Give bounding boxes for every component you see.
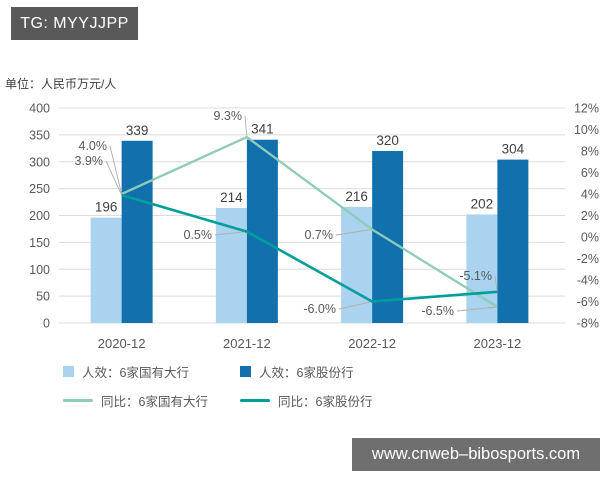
left-axis-tick-label: 0 xyxy=(43,317,50,331)
right-axis-tick-label: -2% xyxy=(577,252,599,266)
percent-label: -6.5% xyxy=(421,304,454,318)
legend-label-bar-joint-stock: 人效：6家股份行 xyxy=(259,365,354,380)
left-axis-tick-label: 200 xyxy=(29,209,50,223)
bar xyxy=(497,159,529,323)
left-axis-ticks: 400 350 300 250 200 150 100 50 0 xyxy=(29,102,50,331)
percent-label: 3.9% xyxy=(75,154,104,168)
percent-label: -5.1% xyxy=(459,269,492,283)
watermark-tag-text: TG: MYYJJPP xyxy=(20,14,129,32)
right-axis-tick-label: -4% xyxy=(577,274,599,288)
bar-series-1: 339 341 320 304 xyxy=(121,122,529,323)
leader-line xyxy=(335,229,373,236)
legend-swatch-bar-joint-stock xyxy=(240,365,251,377)
percent-labels: 4.0%3.9% 9.3% 0.5% 0.7% -6.0% -5.1% -6.5% xyxy=(75,109,493,318)
bar-value-label: 214 xyxy=(220,190,243,205)
right-axis-tick-label: 2% xyxy=(581,209,599,223)
right-axis-tick-label: 12% xyxy=(574,102,599,116)
bar xyxy=(90,217,122,323)
bar-value-label: 216 xyxy=(345,189,368,204)
bar xyxy=(121,140,153,323)
x-axis-label: 2022-12 xyxy=(348,336,396,351)
unit-label: 单位：人民币万元/人 xyxy=(5,77,117,91)
legend-item-line-state-owned: 同比：6家国有大行 xyxy=(63,392,240,409)
watermark-tag: TG: MYYJJPP xyxy=(11,7,138,40)
line-series-1 xyxy=(121,193,498,303)
x-axis-label: 2023-12 xyxy=(474,336,522,351)
legend-label-bar-state-owned: 人效：6家国有大行 xyxy=(82,365,189,380)
bar-value-label: 304 xyxy=(502,142,525,157)
x-axis-labels: 2020-12 2021-12 2022-12 2023-12 xyxy=(98,336,521,351)
left-axis-tick-label: 350 xyxy=(29,128,50,142)
right-axis-ticks: 12% 10% 8% 6% 4% 2% 0% -2% -4% -6% -8% xyxy=(574,102,599,331)
yoy-line xyxy=(121,193,498,303)
left-axis-tick-label: 50 xyxy=(36,290,50,304)
left-axis-tick-label: 150 xyxy=(29,236,50,250)
legend-label-line-joint-stock: 同比：6家股份行 xyxy=(278,394,373,409)
legend-item-line-joint-stock: 同比：6家股份行 xyxy=(240,392,373,409)
bar-value-label: 341 xyxy=(251,122,274,137)
leader-line xyxy=(105,160,123,196)
x-axis-label: 2021-12 xyxy=(223,336,271,351)
right-axis-tick-label: 8% xyxy=(581,145,599,159)
leader-line xyxy=(338,301,373,310)
bar xyxy=(246,139,278,323)
percent-label: 0.7% xyxy=(305,228,334,242)
right-axis-tick-label: 4% xyxy=(581,188,599,202)
legend-label-line-state-owned: 同比：6家国有大行 xyxy=(101,394,208,409)
right-axis-tick-label: -6% xyxy=(577,295,599,309)
footer-watermark: www.cnweb–bibosports.com xyxy=(352,438,600,471)
legend-swatch-bar-state-owned xyxy=(63,365,74,377)
line-series-0 xyxy=(121,135,498,308)
right-axis-tick-label: 10% xyxy=(574,123,599,137)
right-axis-tick-label: 0% xyxy=(581,231,599,245)
legend-item-bar-joint-stock: 人效：6家股份行 xyxy=(240,363,372,380)
x-axis-label: 2020-12 xyxy=(98,336,146,351)
legend-swatch-line-state-owned xyxy=(63,398,93,402)
left-axis-tick-label: 250 xyxy=(29,182,50,196)
percent-label: 4.0% xyxy=(79,139,108,153)
leader-line xyxy=(244,115,248,138)
bar-value-label: 196 xyxy=(95,200,118,215)
bar-value-label: 320 xyxy=(376,133,399,148)
percent-label: 9.3% xyxy=(214,109,243,123)
percent-label: 0.5% xyxy=(184,228,213,242)
yoy-line xyxy=(121,135,498,308)
left-axis-tick-label: 400 xyxy=(29,102,50,116)
bar-value-label: 339 xyxy=(126,123,149,138)
bar xyxy=(372,151,404,323)
percent-label: -6.0% xyxy=(303,302,336,316)
bar-value-label: 202 xyxy=(471,196,494,211)
bar xyxy=(341,206,373,323)
legend-item-bar-state-owned: 人效：6家国有大行 xyxy=(63,363,240,380)
chart-legend: 人效：6家国有大行 人效：6家股份行 同比：6家国有大行 同比：6家股份行 xyxy=(63,363,373,409)
leader-lines xyxy=(105,115,498,312)
right-axis-tick-label: 6% xyxy=(581,166,599,180)
leader-line xyxy=(456,306,498,312)
leader-line xyxy=(494,275,498,292)
left-axis-tick-label: 300 xyxy=(29,155,50,169)
right-axis-tick-label: -8% xyxy=(577,317,599,331)
leader-line xyxy=(109,145,123,195)
legend-swatch-line-joint-stock xyxy=(240,398,270,402)
footer-watermark-text: www.cnweb–bibosports.com xyxy=(371,445,581,463)
leader-line xyxy=(214,231,247,236)
left-axis-tick-label: 100 xyxy=(29,263,50,277)
